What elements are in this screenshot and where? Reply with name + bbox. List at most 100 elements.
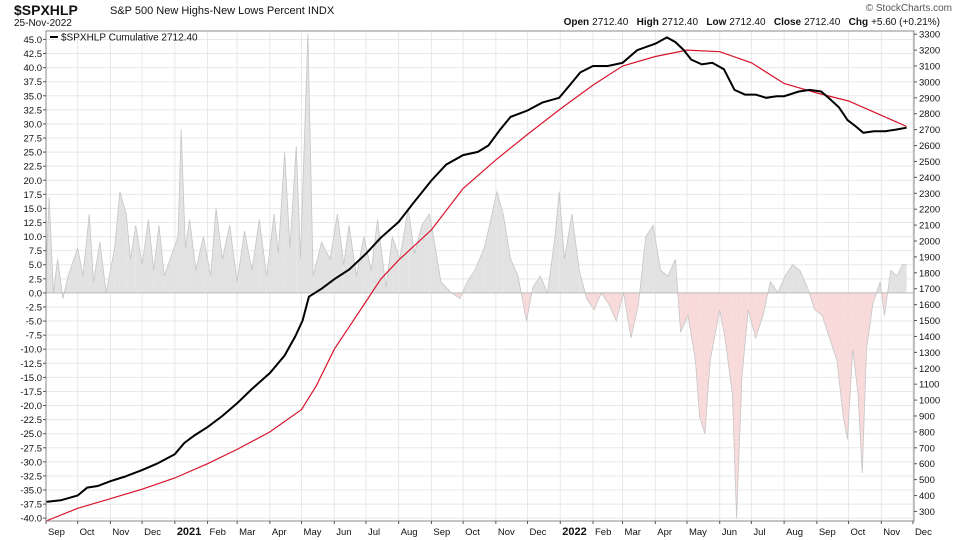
left-tick-label: 27.5 [24, 134, 43, 145]
right-tick-label: 800 [919, 427, 935, 438]
high-label: High [636, 17, 659, 28]
right-tick-label: 1600 [919, 300, 940, 311]
right-tick-label: 1000 [919, 396, 940, 407]
left-tick-label: 12.5 [24, 218, 43, 229]
left-tick-label: 40.0 [24, 63, 43, 74]
right-tick-label: 1900 [919, 252, 940, 263]
left-tick-label: -2.5 [26, 302, 42, 313]
x-tick-label: Oct [80, 527, 95, 538]
daily-area-positive [510, 259, 519, 293]
x-tick-label: Jul [753, 527, 765, 538]
daily-area-positive [237, 230, 245, 293]
right-tick-label: 2600 [919, 141, 940, 152]
daily-area-negative [688, 292, 696, 361]
x-tick-label: Apr [272, 527, 287, 538]
right-tick-label: 700 [919, 443, 935, 454]
right-tick-label: 600 [919, 459, 935, 470]
x-tick-label: Aug [401, 527, 418, 538]
daily-area-negative [608, 292, 617, 322]
left-tick-label: 20.0 [24, 176, 43, 187]
left-tick-label: 17.5 [24, 190, 43, 201]
daily-area-positive [189, 219, 196, 293]
daily-area-positive [474, 247, 485, 293]
right-tick-label: 2000 [919, 237, 940, 248]
daily-area-positive [653, 225, 661, 293]
plot-frame [45, 30, 915, 522]
close-value: 2712.40 [804, 17, 841, 28]
x-tick-label: Nov [112, 527, 129, 538]
daily-area-negative [680, 292, 689, 333]
daily-area-positive [259, 219, 267, 293]
low-label: Low [706, 17, 727, 28]
daily-area-positive [222, 225, 230, 293]
left-tick-label: -25.0 [20, 429, 42, 440]
x-tick-label: May [689, 527, 707, 538]
right-tick-label: 1200 [919, 364, 940, 375]
daily-area-positive [792, 264, 800, 293]
daily-area-positive [177, 129, 182, 293]
right-tick-label: 3000 [919, 77, 940, 88]
daily-area-negative [631, 292, 639, 338]
daily-area-positive [126, 214, 131, 293]
daily-area-negative [847, 292, 853, 440]
left-axis: 45.0 42.5 40.0 37.5 35.0 32.5 30.0 27.5 25.0 22.5… [20, 35, 46, 525]
right-tick-label: 300 [919, 507, 935, 518]
right-tick-label: 1500 [919, 316, 940, 327]
ohlc-readout: Open 2712.40 High 2712.40 Low 2712.40 Close… [564, 17, 940, 28]
daily-area-positive [484, 225, 490, 293]
daily-area-negative [748, 292, 756, 338]
right-tick-label: 1700 [919, 284, 940, 295]
daily-area-negative [710, 292, 720, 361]
chart-date: 25-Nov-2022 [14, 18, 72, 29]
right-tick-label: 2300 [919, 189, 940, 200]
daily-area-positive [785, 264, 793, 293]
daily-area-negative [755, 292, 763, 338]
daily-area-positive [433, 236, 441, 293]
left-tick-label: -7.5 [26, 331, 42, 342]
x-tick-label: Feb [210, 527, 226, 538]
right-tick-label: 3200 [919, 46, 940, 57]
x-tick-label: Nov [883, 527, 900, 538]
daily-area-positive [181, 129, 186, 293]
daily-area-positive [278, 152, 285, 293]
daily-area-negative [704, 292, 711, 434]
right-tick-label: 2100 [919, 221, 940, 232]
daily-area-positive [660, 270, 668, 293]
x-tick-label: Aug [786, 527, 803, 538]
right-axis: 3300 3200 3100 3000 2900 2800 2700 2600 2500 2400… [914, 30, 940, 518]
brand-logo[interactable]: © StockCharts.com [865, 3, 952, 14]
x-tick-label: May [304, 527, 322, 538]
daily-area-positive [77, 247, 83, 293]
daily-area-positive [153, 225, 159, 293]
chart-symbol: $SPXHLP [14, 2, 78, 18]
daily-area-positive [489, 191, 497, 293]
open-label: Open [563, 17, 590, 28]
daily-area-positive [414, 225, 422, 293]
daily-area-positive [554, 191, 560, 293]
daily-area-negative [724, 292, 733, 395]
right-tick-label: 2900 [919, 93, 940, 104]
daily-area-positive [337, 214, 344, 293]
x-tick-label: 2022 [562, 526, 586, 538]
daily-area-positive [330, 214, 338, 293]
left-tick-label: -37.5 [20, 500, 42, 511]
low-value: 2712.40 [729, 17, 766, 28]
x-tick-label: Oct [465, 527, 480, 538]
daily-area-negative [852, 292, 859, 395]
right-tick-label: 500 [919, 475, 935, 486]
daily-area-positive [799, 270, 808, 293]
legend: $SPXHLP Cumulative 2712.40 [50, 33, 198, 44]
daily-area-positive [114, 191, 120, 293]
x-tick-label: Dec [915, 527, 932, 538]
right-tick-label: 1800 [919, 268, 940, 279]
left-tick-label: 7.5 [29, 246, 42, 257]
chg-label: Chg [848, 17, 869, 28]
daily-percent-area [45, 33, 914, 519]
x-tick-label: 2021 [177, 526, 201, 538]
daily-area-negative [736, 292, 742, 519]
daily-area-positive [135, 225, 143, 293]
cumulative-line [45, 36, 907, 503]
left-tick-label: -17.5 [20, 387, 42, 398]
daily-area-positive [890, 270, 898, 293]
